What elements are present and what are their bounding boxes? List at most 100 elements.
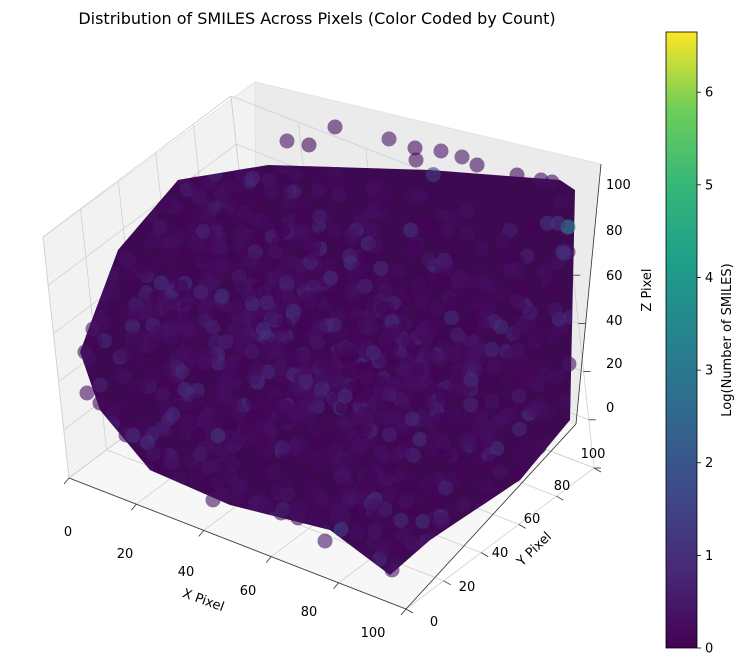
cloud-marker: [297, 447, 313, 463]
cloud-marker: [313, 457, 329, 473]
cloud-marker: [367, 238, 383, 254]
cloud-marker: [163, 330, 179, 346]
cloud-marker: [437, 480, 453, 496]
cloud-marker: [522, 304, 538, 320]
cloud-marker: [317, 533, 333, 549]
colorbar: 0 1 2 3 4 5 6 Log(Number of SMILES): [665, 31, 735, 657]
cloud-marker: [226, 436, 241, 452]
x-tick-label: 60: [240, 584, 257, 599]
cloud-marker: [227, 192, 243, 208]
z-axis-line: [575, 163, 602, 425]
cloud-marker: [125, 329, 141, 345]
cloud-marker: [298, 373, 314, 389]
cloud-marker: [249, 466, 265, 482]
colorbar-gradient: [665, 31, 698, 649]
cloud-marker: [533, 422, 549, 438]
cloud-marker: [301, 408, 317, 424]
y-tick-mark: [518, 524, 526, 529]
cloud-marker: [382, 335, 397, 351]
cloud-marker: [462, 350, 478, 366]
cloud-marker: [337, 388, 353, 404]
cloud-marker: [484, 394, 500, 410]
cloud-marker: [153, 275, 169, 291]
cloud-marker: [261, 172, 277, 188]
cloud-marker: [362, 478, 378, 494]
cloud-marker: [302, 236, 317, 252]
y-tick-label: 20: [459, 580, 476, 595]
cloud-marker: [384, 562, 400, 578]
cloud-marker: [174, 363, 190, 379]
cloud-marker: [114, 302, 130, 318]
cloud-marker: [365, 222, 381, 238]
cloud-marker: [391, 263, 407, 279]
cloud-marker: [454, 149, 470, 165]
cloud-marker: [178, 246, 194, 262]
y-tick-mark: [443, 580, 451, 586]
cloud-marker: [192, 446, 208, 462]
cloud-marker: [357, 405, 373, 421]
cloud-marker: [413, 188, 429, 204]
cloud-marker: [540, 405, 556, 421]
cloud-marker: [358, 418, 374, 434]
cloud-marker: [470, 439, 486, 455]
cloud-marker: [487, 359, 502, 375]
cloud-marker: [394, 443, 410, 459]
z-tick-label: 40: [606, 314, 623, 329]
cloud-marker: [509, 294, 525, 310]
cloud-marker: [379, 301, 395, 316]
cloud-marker: [324, 362, 339, 378]
cloud-marker: [285, 303, 301, 319]
cloud-marker: [126, 307, 142, 323]
cloud-marker: [407, 140, 423, 156]
cloud-marker: [253, 270, 268, 286]
cloud-marker: [231, 405, 247, 420]
cloud-marker: [433, 351, 449, 367]
cloud-marker: [156, 198, 172, 214]
cloud-marker: [478, 478, 494, 494]
cloud-marker: [96, 315, 112, 331]
data-points: [125, 167, 576, 537]
cloud-marker: [459, 430, 475, 446]
z-tick-label: 100: [606, 178, 631, 193]
z-tick-label: 60: [606, 269, 623, 284]
cloud-marker: [405, 447, 421, 463]
cloud-marker: [214, 207, 230, 223]
cloud-marker: [171, 213, 187, 229]
cloud-marker: [337, 465, 353, 481]
cloud-marker: [368, 299, 384, 315]
cloud-marker: [480, 277, 495, 293]
cloud-marker: [77, 344, 93, 360]
cloud-marker: [561, 356, 577, 372]
cloud-marker: [353, 441, 369, 457]
cloud-marker: [279, 274, 295, 290]
x-tick-label: 0: [64, 525, 72, 540]
cloud-marker: [386, 543, 402, 559]
cloud-marker: [163, 310, 179, 326]
cloud-marker: [119, 397, 135, 413]
cloud-marker: [373, 260, 389, 276]
cloud-marker: [292, 499, 308, 515]
gridline: [42, 236, 70, 479]
y-tick-label: 100: [581, 447, 606, 462]
cloud-marker: [375, 397, 391, 413]
cloud-marker: [142, 235, 158, 251]
cloud-marker: [244, 344, 260, 360]
y-tick-label: 80: [554, 479, 571, 494]
cloud-marker: [314, 505, 330, 521]
cloud-marker: [162, 235, 178, 251]
cloud-marker: [191, 398, 207, 414]
cloud-marker: [530, 328, 546, 344]
gridline: [42, 95, 232, 238]
cloud-marker: [263, 184, 279, 200]
y-tick-mark: [405, 608, 414, 614]
cloud-marker: [241, 286, 257, 302]
cloud-marker: [439, 410, 455, 426]
cloud-marker: [433, 367, 449, 383]
cloud-marker: [250, 231, 266, 246]
data-point: [425, 167, 441, 183]
cloud-marker: [495, 233, 511, 248]
cloud-marker: [296, 352, 312, 368]
data-point: [403, 222, 418, 238]
cloud-marker: [509, 466, 525, 482]
x-tick-mark: [131, 503, 137, 511]
